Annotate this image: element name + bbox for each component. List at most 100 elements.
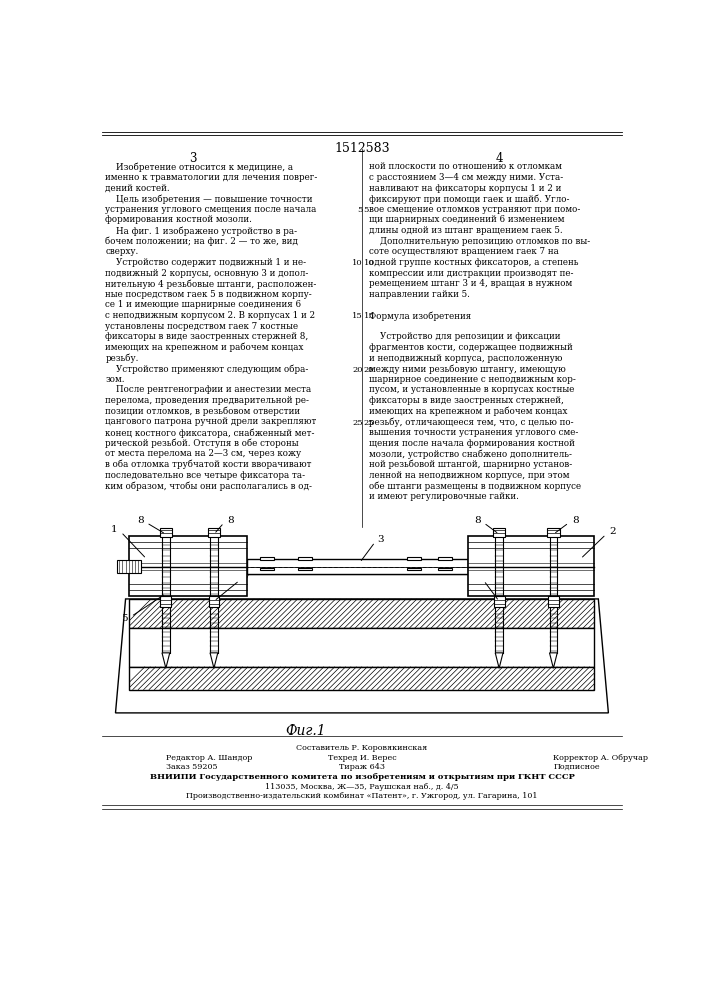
Bar — [493, 596, 505, 607]
Text: 8: 8 — [474, 516, 481, 525]
Text: в оба отломка трубчатой кости вворачивают: в оба отломка трубчатой кости вворачиваю… — [105, 460, 312, 469]
Text: одной группе костных фиксаторов, а степень: одной группе костных фиксаторов, а степе… — [369, 258, 578, 267]
Polygon shape — [162, 653, 170, 668]
Text: последовательно все четыре фиксатора та-: последовательно все четыре фиксатора та- — [105, 471, 305, 480]
Bar — [438, 557, 452, 560]
Text: резьбу, отличающееся тем, что, с целью по-: резьбу, отличающееся тем, что, с целью п… — [369, 417, 573, 427]
Text: 7: 7 — [474, 574, 481, 583]
Text: 10: 10 — [352, 259, 363, 267]
Text: мозоли, устройство снабжено дополнитель-: мозоли, устройство снабжено дополнитель- — [369, 449, 572, 459]
Bar — [438, 568, 452, 570]
Text: ВНИИПИ Государственного комитета по изобретениям и открытиям при ГКНТ СССР: ВНИИПИ Государственного комитета по изоб… — [149, 773, 574, 781]
Text: Устройство применяют следующим обра-: Устройство применяют следующим обра- — [105, 364, 309, 374]
Bar — [259, 557, 274, 560]
Text: 20: 20 — [352, 366, 363, 374]
Text: Техред И. Верес: Техред И. Верес — [327, 754, 397, 762]
Text: 25: 25 — [352, 419, 363, 427]
Text: от места перелома на 2—3 см, через кожу: от места перелома на 2—3 см, через кожу — [105, 449, 302, 458]
Text: обе штанги размещены в подвижном корпусе: обе штанги размещены в подвижном корпусе — [369, 481, 581, 491]
Bar — [259, 568, 274, 570]
Text: бочем положении; на фиг. 2 — то же, вид: бочем положении; на фиг. 2 — то же, вид — [105, 237, 298, 246]
Text: 3: 3 — [189, 152, 197, 165]
Polygon shape — [549, 653, 557, 668]
Text: имеющих на крепежном и рабочем концах: имеющих на крепежном и рабочем концах — [105, 343, 304, 352]
Text: шарнирное соединение с неподвижным кор-: шарнирное соединение с неподвижным кор- — [369, 375, 575, 384]
Bar — [208, 528, 220, 537]
Text: сверху.: сверху. — [105, 247, 139, 256]
Text: Корректор А. Обручар: Корректор А. Обручар — [554, 754, 648, 762]
Text: 3: 3 — [378, 535, 384, 544]
Text: конец костного фиксатора, снабженный мет-: конец костного фиксатора, снабженный мет… — [105, 428, 315, 438]
Bar — [129, 628, 595, 667]
Text: зом.: зом. — [105, 375, 125, 384]
Text: 2: 2 — [609, 527, 616, 536]
Bar — [468, 536, 595, 596]
Text: Формула изобретения: Формула изобретения — [369, 311, 471, 321]
Text: с неподвижным корпусом 2. В корпусах 1 и 2: с неподвижным корпусом 2. В корпусах 1 и… — [105, 311, 315, 320]
Text: После рентгенографии и анестезии места: После рентгенографии и анестезии места — [105, 385, 312, 394]
Text: щи шарнирных соединений 6 изменением: щи шарнирных соединений 6 изменением — [369, 215, 564, 224]
Text: длины одной из штанг вращением гаек 5.: длины одной из штанг вращением гаек 5. — [369, 226, 563, 235]
Text: 113035, Москва, Ж—35, Раушская наб., д. 4/5: 113035, Москва, Ж—35, Раушская наб., д. … — [265, 783, 459, 791]
Text: 20: 20 — [363, 366, 374, 374]
Bar — [117, 560, 141, 573]
Text: формирования костной мозоли.: формирования костной мозоли. — [105, 215, 252, 224]
Bar — [160, 596, 171, 607]
Text: 4: 4 — [496, 152, 503, 165]
Text: 5: 5 — [357, 206, 363, 214]
Text: ной плоскости по отношению к отломкам: ной плоскости по отношению к отломкам — [369, 162, 562, 171]
Text: Изобретение относится к медицине, а: Изобретение относится к медицине, а — [105, 162, 293, 172]
Bar — [547, 528, 559, 537]
Text: Фиг.1: Фиг.1 — [285, 724, 326, 738]
Text: соте осуществляют вращением гаек 7 на: соте осуществляют вращением гаек 7 на — [369, 247, 559, 256]
Text: рической резьбой. Отступя в обе стороны: рической резьбой. Отступя в обе стороны — [105, 439, 299, 448]
Text: 1512583: 1512583 — [334, 142, 390, 155]
Text: фиксаторы в виде заостренных стержней,: фиксаторы в виде заостренных стержней, — [369, 396, 563, 405]
Text: навливают на фиксаторы корпусы 1 и 2 и: навливают на фиксаторы корпусы 1 и 2 и — [369, 184, 561, 193]
Text: устранения углового смещения после начала: устранения углового смещения после начал… — [105, 205, 317, 214]
Text: Устройство содержит подвижный 1 и не-: Устройство содержит подвижный 1 и не- — [105, 258, 307, 267]
Bar — [129, 599, 595, 628]
Text: дений костей.: дений костей. — [105, 184, 170, 193]
Text: Дополнительную репозицию отломков по вы-: Дополнительную репозицию отломков по вы- — [369, 237, 590, 246]
Bar — [407, 557, 421, 560]
Text: Подписное: Подписное — [554, 763, 600, 771]
Text: фрагментов кости, содержащее подвижный: фрагментов кости, содержащее подвижный — [369, 343, 573, 352]
Text: и имеют регулировочные гайки.: и имеют регулировочные гайки. — [369, 492, 519, 501]
Text: имеющих на крепежном и рабочем концах: имеющих на крепежном и рабочем концах — [369, 407, 567, 416]
Text: с расстоянием 3—4 см между ними. Уста-: с расстоянием 3—4 см между ними. Уста- — [369, 173, 563, 182]
Text: 1: 1 — [111, 525, 118, 534]
Text: Составитель Р. Коровякинская: Составитель Р. Коровякинская — [296, 744, 428, 752]
Bar — [298, 568, 312, 570]
Bar — [493, 528, 506, 537]
Text: ные посредством гаек 5 в подвижном корпу-: ные посредством гаек 5 в подвижном корпу… — [105, 290, 312, 299]
Bar — [247, 559, 468, 574]
Text: 8: 8 — [572, 516, 578, 525]
Text: направлении гайки 5.: направлении гайки 5. — [369, 290, 469, 299]
Text: 8: 8 — [136, 516, 144, 525]
Bar — [247, 568, 468, 574]
Bar — [407, 568, 421, 570]
Text: вышения точности устранения углового сме-: вышения точности устранения углового сме… — [369, 428, 578, 437]
Text: 8: 8 — [227, 516, 234, 525]
Text: Производственно-издательский комбинат «Патент», г. Ужгород, ул. Гагарина, 101: Производственно-издательский комбинат «П… — [186, 792, 538, 800]
Polygon shape — [210, 653, 218, 668]
Text: 5: 5 — [122, 614, 128, 623]
Text: резьбу.: резьбу. — [105, 354, 139, 363]
Text: ленной на неподвижном корпусе, при этом: ленной на неподвижном корпусе, при этом — [369, 471, 569, 480]
Bar — [129, 536, 247, 596]
Text: ной резьбовой штангой, шарнирно установ-: ной резьбовой штангой, шарнирно установ- — [369, 460, 572, 469]
Text: фиксируют при помощи гаек и шайб. Угло-: фиксируют при помощи гаек и шайб. Угло- — [369, 194, 569, 204]
Text: фиксаторы в виде заостренных стержней 8,: фиксаторы в виде заостренных стержней 8, — [105, 332, 309, 341]
Text: именно к травматологии для лечения поврег-: именно к травматологии для лечения повре… — [105, 173, 318, 182]
Bar — [160, 528, 172, 537]
Text: Цель изобретения — повышение точности: Цель изобретения — повышение точности — [105, 194, 313, 204]
Bar — [129, 667, 595, 690]
Text: вое смещение отломков устраняют при помо-: вое смещение отломков устраняют при помо… — [369, 205, 580, 214]
Text: ремещением штанг 3 и 4, вращая в нужном: ремещением штанг 3 и 4, вращая в нужном — [369, 279, 572, 288]
Polygon shape — [495, 653, 503, 668]
Text: перелома, проведения предварительной ре-: перелома, проведения предварительной ре- — [105, 396, 310, 405]
Text: 10: 10 — [363, 259, 374, 267]
Text: цангового патрона ручной дрели закрепляют: цангового патрона ручной дрели закрепляю… — [105, 417, 317, 426]
Text: и неподвижный корпуса, расположенную: и неподвижный корпуса, расположенную — [369, 354, 562, 363]
